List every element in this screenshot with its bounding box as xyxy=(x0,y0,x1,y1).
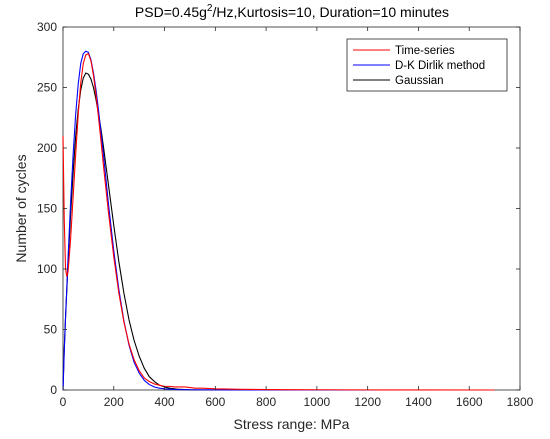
x-tick-label: 1200 xyxy=(354,395,381,409)
x-tick-label: 1800 xyxy=(507,395,534,409)
x-tick-label: 1400 xyxy=(405,395,432,409)
series-line-dk-dirlik xyxy=(62,50,495,391)
x-tick-label: 400 xyxy=(155,395,175,409)
x-tick-label: 200 xyxy=(104,395,124,409)
y-tick-label: 100 xyxy=(37,262,57,276)
x-axis-label: Stress range: MPa xyxy=(234,416,350,432)
y-tick-label: 0 xyxy=(50,383,57,397)
series-layer xyxy=(62,50,495,391)
series-line-time-series xyxy=(62,53,495,391)
y-tick-label: 300 xyxy=(37,20,57,34)
x-tick-label: 1600 xyxy=(456,395,483,409)
y-tick-label: 200 xyxy=(37,141,57,155)
legend-entry-gaussian: Gaussian xyxy=(395,75,444,87)
legend: Time-series D-K Dirlik method Gaussian xyxy=(346,38,508,92)
x-tick-label: 800 xyxy=(256,395,276,409)
y-axis-label: Number of cycles xyxy=(13,154,29,262)
x-tick-label: 0 xyxy=(60,395,67,409)
tick-layer: 0 200 400 600 800 1000 1200 1400 1600 1800 0 50 100 1… xyxy=(37,20,534,409)
x-tick-label: 1000 xyxy=(304,395,331,409)
x-tick-label: 600 xyxy=(205,395,225,409)
y-tick-label: 250 xyxy=(37,81,57,95)
chart-title: PSD=0.45g2/Hz,Kurtosis=10, Duration=10 m… xyxy=(135,3,449,20)
y-tick-label: 50 xyxy=(44,323,58,337)
legend-entry-time-series: Time-series xyxy=(395,45,455,57)
legend-entry-dk-dirlik: D-K Dirlik method xyxy=(395,60,485,72)
y-tick-label: 150 xyxy=(37,202,57,216)
